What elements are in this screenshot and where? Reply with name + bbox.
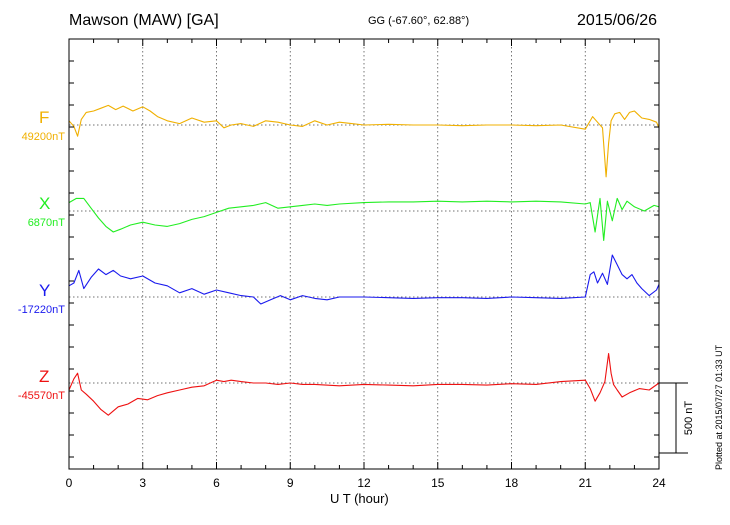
baseline-label-z: -45570nT [17, 390, 65, 402]
x-tick-label: 0 [66, 476, 73, 490]
x-ticks: 0 3 6 9 12 15 18 21 24 [66, 39, 666, 490]
baseline-label-x: 6870nT [27, 217, 65, 229]
series-label-f: F [39, 108, 50, 127]
x-tick-label: 9 [287, 476, 294, 490]
series-label-y: Y [39, 281, 51, 300]
station-title: Mawson (MAW) [GA] [69, 12, 219, 29]
x-axis-title: U T (hour) [330, 491, 389, 506]
chart-date: 2015/06/26 [577, 12, 658, 29]
series-line-z [68, 353, 660, 416]
baseline-label-y: -17220nT [17, 304, 65, 316]
x-tick-label: 6 [213, 476, 220, 490]
plotted-timestamp: Plotted at 2015/07/27 01:33 UT [714, 344, 724, 470]
series-line-y [68, 254, 660, 305]
scale-bar: 500 nT [659, 382, 695, 454]
grid [142, 39, 586, 469]
series-line-f [68, 104, 660, 178]
series-label-x: X [39, 194, 51, 213]
station-coords: GG (-67.60°, 62.88°) [368, 15, 470, 27]
x-tick-label: 3 [139, 476, 146, 490]
series-line-x [68, 197, 660, 241]
baseline-label-f: 49200nT [21, 131, 65, 143]
x-tick-label: 24 [652, 476, 666, 490]
x-tick-label: 15 [431, 476, 445, 490]
series-label-z: Z [39, 367, 50, 386]
x-tick-label: 21 [579, 476, 593, 490]
scale-bar-label: 500 nT [683, 401, 695, 436]
x-tick-label: 12 [357, 476, 371, 490]
series-lines [68, 104, 660, 416]
x-tick-label: 18 [505, 476, 519, 490]
